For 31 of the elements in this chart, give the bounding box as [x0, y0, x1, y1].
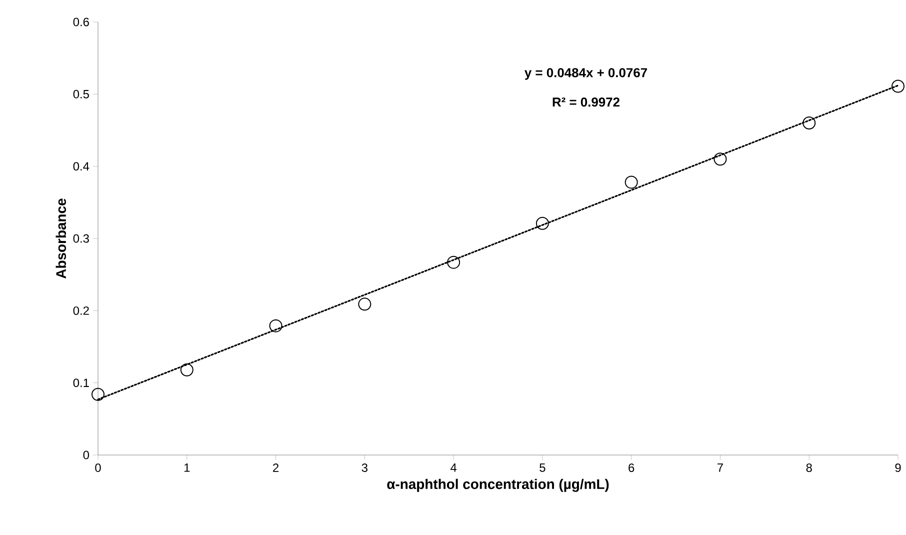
x-tick-label: 4: [450, 464, 457, 472]
point: [536, 216, 549, 230]
x-tick-label: 6: [628, 464, 634, 472]
x-tick-label: 5: [540, 464, 546, 472]
point: [92, 388, 104, 401]
annotation: R² = 0.9972: [552, 98, 620, 107]
x-tick-label: 8: [806, 464, 812, 472]
x-tick-label: 9: [895, 464, 901, 472]
y-tick-label: 0: [83, 450, 90, 460]
point: [714, 152, 727, 166]
x-tick-label: 0: [95, 464, 101, 472]
point: [802, 116, 816, 130]
point: [892, 80, 905, 93]
point: [269, 319, 282, 332]
x-axis-title: α-naphthol concentration (µg/mL): [387, 478, 609, 492]
y-tick-label: 0.1: [73, 378, 89, 388]
x-tick-label: 2: [273, 464, 278, 472]
y-tick-label: 0.3: [73, 234, 89, 243]
point: [447, 256, 460, 269]
y-tick-label: 0.6: [73, 18, 89, 26]
point: [358, 298, 372, 311]
point: [624, 176, 638, 189]
x-tick-label: 3: [362, 464, 368, 472]
y-axis-title: Absorbance: [56, 198, 66, 278]
x-tick-label: 7: [718, 464, 723, 472]
y-tick-label: 0.4: [73, 162, 90, 171]
y-tick-label: 0.5: [73, 90, 89, 98]
y-tick-label: 0.2: [73, 306, 89, 315]
annotation: y = 0.0484x + 0.0767: [524, 68, 647, 80]
x-tick-label: 1: [184, 464, 190, 472]
point: [180, 363, 194, 376]
